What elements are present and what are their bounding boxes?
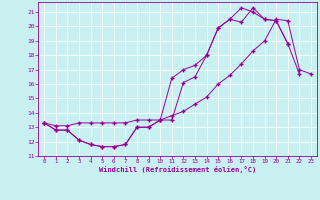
X-axis label: Windchill (Refroidissement éolien,°C): Windchill (Refroidissement éolien,°C)	[99, 166, 256, 173]
